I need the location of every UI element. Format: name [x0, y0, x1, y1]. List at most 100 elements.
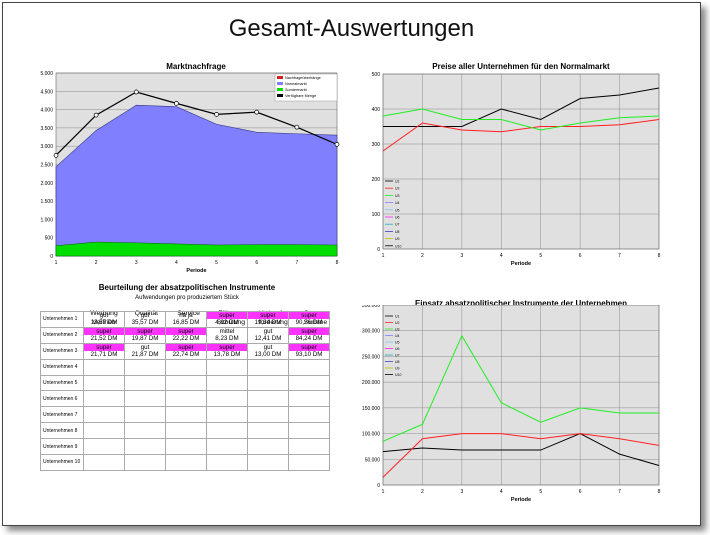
point-verfuegbare-menge: [174, 101, 179, 106]
table-cell: [124, 390, 166, 408]
cell-rating: gut: [140, 343, 150, 351]
table-cell: [206, 390, 248, 408]
point-verfuegbare-menge: [334, 142, 340, 147]
table-cell: [165, 358, 207, 376]
table-cell: [165, 390, 207, 408]
table-cell: [288, 406, 330, 424]
cell-rating: super: [166, 343, 206, 352]
x-tick-label: 1: [55, 260, 58, 266]
x-axis-label: Periode: [511, 497, 531, 503]
legend-entry: U5: [395, 341, 400, 345]
table-cell: [247, 390, 289, 408]
cell-value: 22,22 DM: [172, 335, 200, 343]
x-tick-label: 7: [295, 260, 298, 266]
legend-entry: Verfügbare Menge: [285, 94, 316, 98]
cell-rating: super: [289, 343, 329, 352]
evaluation-table: Unternehmen 1 gut 13,57 DM gut 35,57 DM na ja…: [40, 311, 330, 471]
y-tick-label: 3.000: [40, 144, 53, 150]
cell-value: 8,23 DM: [215, 335, 239, 343]
x-tick-label: 5: [539, 253, 542, 259]
legend-entry: U3: [395, 194, 400, 198]
y-tick-label: 200.000: [362, 380, 380, 386]
x-tick-label: 2: [421, 489, 424, 495]
y-tick-label: 0: [377, 247, 380, 253]
table-row: Unternehmen 5: [40, 374, 330, 392]
point-verfuegbare-menge: [294, 124, 300, 130]
cell-value: 13,78 DM: [213, 351, 241, 359]
table-cell: [124, 406, 166, 424]
legend-entry: U3: [395, 328, 400, 332]
table-cell: [165, 438, 207, 456]
x-tick-label: 5: [215, 260, 218, 266]
legend-entry: U10: [395, 373, 401, 377]
x-tick-label: 1: [382, 253, 385, 259]
table-cell: super 21,71 DM: [83, 342, 125, 360]
table-row: Unternehmen 7: [40, 406, 330, 424]
y-tick-label: 4.000: [40, 108, 53, 114]
cell-value: 21,71 DM: [90, 351, 118, 359]
table-cell: [83, 422, 125, 440]
x-tick-label: 7: [618, 253, 621, 259]
y-tick-label: 400: [372, 107, 381, 113]
cell-rating: super: [84, 343, 124, 352]
y-tick-label: 150.000: [362, 406, 380, 412]
chart-einsatz: 0 50.000 100.000 150.000 200.000 250.000 300.0…: [362, 305, 661, 503]
cell-rating: super: [84, 327, 124, 336]
x-tick-label: 8: [658, 253, 661, 259]
row-label: Unternehmen 2: [40, 326, 84, 344]
cell-value: 19,34 DM: [254, 319, 282, 327]
cell-value: 16,85 DM: [172, 319, 200, 327]
legend-entry: U6: [395, 347, 400, 351]
chart-title-einsatz: Einsatz absatzpolitischer Instrumente de…: [414, 299, 628, 308]
table-cell: [83, 454, 125, 471]
legend-entry: Normalmarkt: [285, 82, 308, 86]
point-verfuegbare-menge: [53, 152, 59, 158]
cell-rating: super: [207, 343, 247, 352]
cell-rating: gut: [263, 327, 273, 335]
table-cell: gut 12,41 DM: [247, 326, 289, 344]
y-tick-label: 300: [372, 142, 381, 148]
table-cell: gut 21,87 DM: [124, 342, 166, 360]
table-cell: [124, 454, 166, 471]
table-cell: [288, 438, 330, 456]
cell-rating: mittel: [219, 327, 235, 335]
table-cell: super 13,78 DM: [206, 342, 248, 360]
page-title: Gesamt-Auswertungen: [228, 15, 475, 42]
table-subtitle: Aufwendungen pro produziertem Stück: [135, 295, 239, 301]
chart-title-marktnachfrage: Marktnachfrage: [166, 62, 226, 71]
line-u2: [382, 433, 660, 478]
table-cell: [247, 438, 289, 456]
table-cell: super 22,74 DM: [165, 342, 207, 360]
plot-area: [382, 305, 660, 486]
row-label: Unternehmen 10: [40, 454, 84, 471]
line-u3: [382, 108, 660, 131]
cell-value: 19,87 DM: [131, 335, 159, 343]
legend-entry: U8: [395, 360, 400, 364]
table-cell: [165, 422, 207, 440]
x-tick-label: 4: [175, 260, 178, 266]
cell-value: 90,26 DM: [295, 319, 323, 327]
table-cell: [247, 406, 289, 424]
y-tick-label: 5.000: [40, 71, 53, 77]
chart-title-preise: Preise aller Unternehmen für den Normalm…: [432, 62, 610, 71]
table-cell: [288, 390, 330, 408]
table-row: Unternehmen 8: [40, 422, 330, 440]
line-u2: [382, 119, 660, 152]
legend-entry: U6: [395, 216, 400, 220]
point-verfuegbare-menge: [133, 89, 139, 95]
cell-value: 13,57 DM: [90, 319, 118, 327]
legend-entry: U2: [395, 321, 400, 325]
y-tick-label: 1.500: [40, 199, 53, 205]
point-verfuegbare-menge: [214, 112, 219, 117]
table-title: Beurteilung der absatzpolitischen Instru…: [98, 283, 276, 292]
table-cell: mittel 8,23 DM: [206, 326, 248, 344]
x-tick-label: 1: [382, 489, 385, 495]
line-u1: [383, 87, 660, 127]
legend-swatch: [277, 82, 283, 85]
cell-rating: gut: [263, 343, 273, 351]
row-label: Unternehmen 1: [40, 311, 84, 328]
x-axis-label: Periode: [511, 261, 531, 267]
legend-entry: U7: [395, 223, 400, 227]
table-cell: super 19,87 DM: [124, 326, 166, 344]
x-tick-label: 2: [95, 260, 98, 266]
